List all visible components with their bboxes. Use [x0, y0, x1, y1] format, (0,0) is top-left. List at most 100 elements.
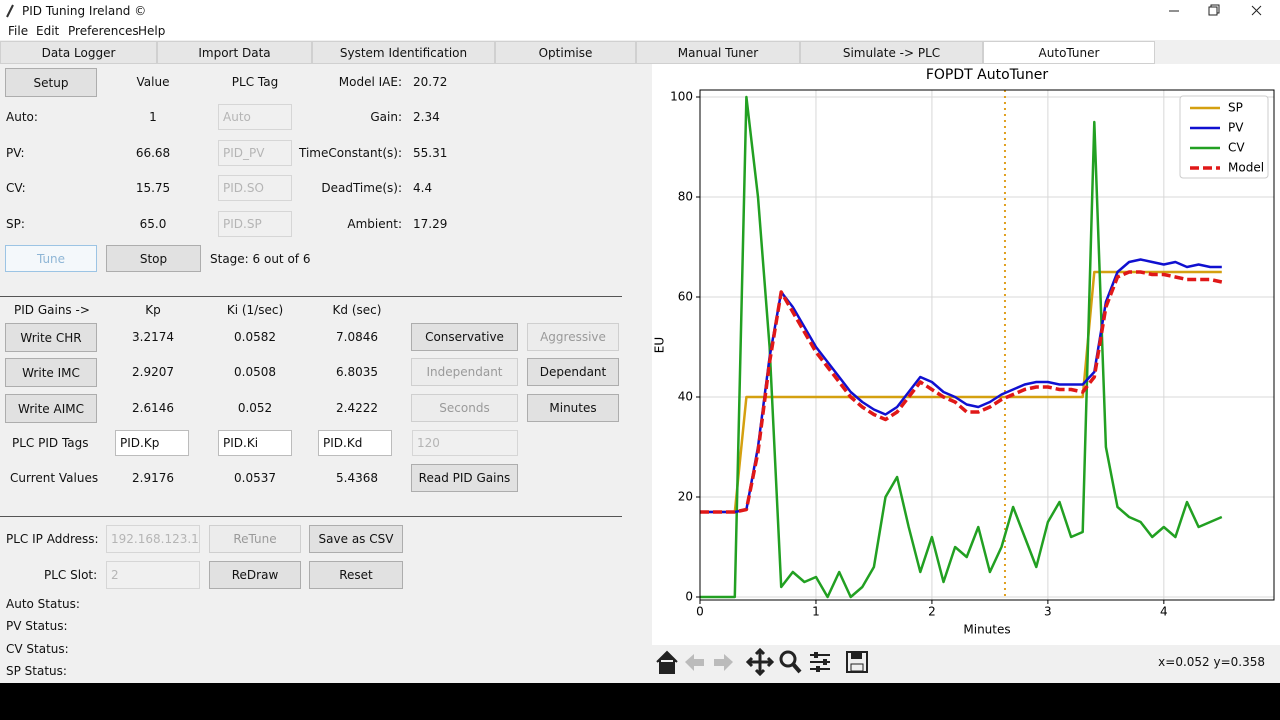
option-button[interactable]: Seconds: [411, 394, 518, 422]
plot-frame: [699, 89, 1275, 601]
tab[interactable]: Optimise: [495, 41, 636, 64]
title-bar: PID Tuning Ireland ©: [0, 0, 1280, 22]
field-label: PV:: [6, 146, 25, 160]
window-controls[interactable]: [1160, 2, 1275, 20]
tab[interactable]: Manual Tuner: [636, 41, 800, 64]
field-value: 1: [149, 110, 157, 124]
tab[interactable]: Data Logger: [0, 41, 157, 64]
kd-tag-input[interactable]: PID.Kd: [318, 430, 392, 456]
forward-button[interactable]: [714, 654, 733, 671]
field-label: Auto:: [6, 110, 38, 124]
option-button[interactable]: Conservative: [411, 323, 518, 351]
legend-label: SP: [1228, 101, 1243, 115]
app-icon: [6, 4, 14, 18]
zoom-button[interactable]: [779, 650, 802, 674]
tab[interactable]: System Identification: [312, 41, 495, 64]
model-value: 55.31: [413, 146, 448, 160]
field-value: 65.0: [139, 217, 167, 231]
y-tick-label: 80: [678, 190, 693, 204]
x-tick-label: 3: [1044, 605, 1052, 619]
kp-value: 2.9207: [132, 365, 174, 379]
model-value: 17.29: [413, 217, 448, 231]
separator: [0, 516, 622, 517]
menu-bar: File Edit Preferences Help: [0, 22, 1280, 40]
legend-label: Model: [1228, 161, 1264, 175]
series-line: [700, 270, 1223, 514]
separator: [0, 296, 622, 297]
menu-item[interactable]: Help: [138, 24, 166, 38]
window-title: PID Tuning Ireland ©: [22, 4, 147, 18]
ip-label: PLC IP Address:: [6, 532, 99, 546]
field-value: 66.68: [135, 146, 171, 160]
tab[interactable]: AutoTuner: [983, 41, 1155, 64]
kd-header: Kd (sec): [332, 303, 382, 317]
slot-input: 2: [106, 561, 200, 589]
kd-value: 7.0846: [336, 330, 378, 344]
y-tick-label: 40: [678, 390, 693, 404]
kp-value: 3.2174: [132, 330, 174, 344]
series-line: [700, 270, 1222, 514]
kp-tag-input[interactable]: PID.Kp: [115, 430, 189, 456]
x-tick-label: 2: [928, 605, 936, 619]
write-button[interactable]: Write CHR: [5, 323, 97, 352]
option-button[interactable]: Independant: [411, 358, 518, 386]
option-button[interactable]: Aggressive: [527, 323, 619, 351]
model-label: TimeConstant(s):: [299, 146, 402, 160]
kd-value: 2.4222: [336, 401, 378, 415]
tag-input: Auto: [218, 104, 292, 130]
kp-header: Kp: [145, 303, 161, 317]
tag-input: PID_PV: [218, 140, 292, 166]
y-tick-label: 100: [670, 90, 693, 104]
current-ki: 0.0537: [234, 471, 276, 485]
reset-button[interactable]: Reset: [309, 561, 403, 589]
x-tick-label: 1: [812, 605, 820, 619]
model-value: 4.4: [413, 181, 433, 195]
status-label: Auto Status:: [6, 597, 80, 611]
configure-button[interactable]: [810, 652, 830, 672]
home-button[interactable]: [656, 650, 678, 674]
ip-input: 192.168.123.10: [106, 525, 200, 553]
x-axis-label: Minutes: [963, 623, 1010, 637]
read-gains-button[interactable]: Read PID Gains: [411, 464, 518, 492]
retune-button[interactable]: ReTune: [209, 525, 301, 553]
series-line: [700, 95, 1223, 599]
redraw-button[interactable]: ReDraw: [209, 561, 301, 589]
ki-value: 0.0508: [234, 365, 276, 379]
field-label: SP:: [6, 217, 25, 231]
save-csv-button[interactable]: Save as CSV: [309, 525, 403, 553]
cursor-status: x=0.052 y=0.358: [1158, 655, 1265, 669]
y-tick-label: 0: [685, 590, 693, 604]
stage-text: Stage: 6 out of 6: [210, 252, 311, 266]
status-label: PV Status:: [6, 619, 68, 633]
slot-label: PLC Slot:: [44, 568, 98, 582]
option-button[interactable]: Dependant: [527, 358, 619, 386]
write-button[interactable]: Write AIMC: [5, 394, 97, 423]
tab-bar: Data Logger Import Data System Identificat…: [0, 40, 1280, 65]
current-label: Current Values: [10, 471, 99, 485]
save-button[interactable]: [846, 651, 868, 673]
tab[interactable]: Import Data: [157, 41, 312, 64]
current-kd: 5.4368: [336, 471, 378, 485]
back-button[interactable]: [685, 654, 704, 671]
menu-item[interactable]: Preferences: [68, 24, 139, 38]
ki-tag-input[interactable]: PID.Ki: [218, 430, 292, 456]
write-button[interactable]: Write IMC: [5, 358, 97, 387]
setup-button[interactable]: Setup: [5, 68, 97, 97]
option-button[interactable]: Minutes: [527, 394, 619, 422]
tag-input: PID.SP: [218, 211, 292, 237]
stop-button[interactable]: Stop: [106, 245, 201, 272]
tag-input: PID.SO: [218, 175, 292, 201]
ki-value: 0.052: [237, 401, 273, 415]
model-label: Gain:: [370, 110, 402, 124]
menu-item[interactable]: Edit: [36, 24, 60, 38]
model-value: 20.72: [413, 75, 448, 89]
legend-label: PV: [1228, 121, 1244, 135]
pan-button[interactable]: [745, 647, 775, 677]
interval-input: 120: [412, 430, 518, 456]
legend-box: [1179, 95, 1269, 179]
field-value: 15.75: [135, 181, 171, 195]
tab[interactable]: Simulate -> PLC: [800, 41, 983, 64]
menu-item[interactable]: File: [8, 24, 29, 38]
tune-button[interactable]: Tune: [5, 245, 97, 272]
ki-value: 0.0582: [234, 330, 276, 344]
